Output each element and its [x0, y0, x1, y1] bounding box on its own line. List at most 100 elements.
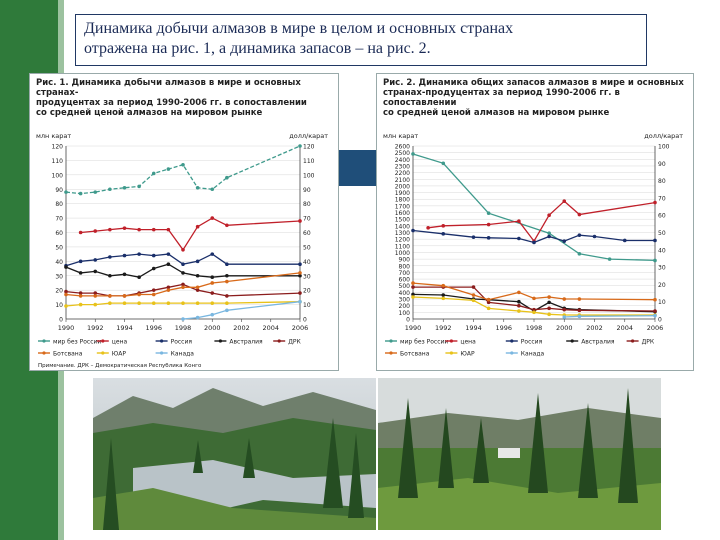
legend-label: Ботсвана	[400, 351, 430, 358]
x-tick-label: 1998	[175, 324, 192, 332]
y-left-tick-label: 2200	[395, 170, 410, 177]
series-line-5	[412, 282, 656, 301]
x-tick-label: 1996	[495, 324, 512, 332]
data-point	[122, 253, 127, 258]
data-point	[64, 292, 68, 297]
y-left-tick-label: 2300	[395, 163, 410, 170]
legend-marker	[101, 339, 105, 343]
data-point	[181, 162, 185, 167]
y-left-tick-label: 1400	[395, 223, 410, 230]
data-point	[210, 216, 215, 220]
legend-marker	[389, 339, 393, 343]
data-point	[298, 291, 302, 295]
y-left-tick-label: 40	[55, 259, 63, 266]
data-point	[195, 288, 200, 292]
y-right-tick-label: 50	[658, 230, 666, 237]
data-point	[653, 200, 657, 205]
data-point	[93, 258, 98, 262]
data-point	[122, 186, 127, 190]
data-point	[547, 231, 551, 235]
y-right-tick-label: 70	[658, 195, 666, 202]
data-point	[195, 186, 200, 190]
data-point	[151, 266, 156, 271]
legend-marker	[570, 339, 574, 343]
legend-label: ЮАР	[112, 351, 127, 358]
legend-marker	[510, 339, 514, 343]
y-right-tick-label: 10	[303, 302, 311, 309]
data-point	[166, 262, 171, 267]
data-point	[137, 252, 141, 256]
y-left-tick-label: 80	[55, 201, 63, 208]
data-point	[471, 285, 476, 289]
data-point	[78, 302, 83, 307]
x-tick-label: 2000	[204, 324, 221, 332]
data-point	[577, 297, 582, 301]
legend-marker	[389, 351, 393, 355]
data-point	[137, 184, 141, 189]
y-axis-right-label: долл/карат	[644, 132, 683, 140]
data-point	[653, 238, 657, 243]
data-point	[441, 232, 446, 236]
data-point	[486, 300, 491, 305]
data-point	[137, 227, 141, 232]
data-point	[122, 272, 127, 277]
data-point	[517, 290, 521, 295]
data-point	[562, 307, 567, 312]
x-tick-label: 2006	[292, 324, 309, 332]
data-point	[93, 302, 98, 307]
y-left-tick-label: 200	[399, 303, 411, 310]
data-point	[64, 265, 68, 269]
y-left-tick-label: 50	[55, 244, 63, 251]
data-point	[181, 301, 185, 305]
y-right-tick-label: 30	[303, 273, 311, 280]
data-point	[78, 259, 83, 264]
data-point	[210, 252, 215, 256]
y-left-tick-label: 300	[399, 297, 411, 304]
data-point	[298, 144, 302, 148]
figure-1-svg: млн карат долл/карат 0 10 20 30 40 50 60 70 80 90 10…	[36, 132, 328, 369]
x-tick-label: 1998	[526, 324, 543, 332]
data-point	[517, 236, 521, 241]
data-point	[225, 279, 229, 284]
y-left-tick-label: 110	[52, 158, 64, 165]
data-point	[298, 271, 302, 275]
data-point	[122, 226, 127, 230]
series-line-7	[182, 301, 301, 320]
y-axis-left-label: млн карат	[383, 132, 418, 140]
x-tick-label: 2004	[262, 324, 279, 332]
y-left-tick-label: 1000	[395, 250, 410, 257]
data-point	[93, 294, 98, 298]
legend-marker	[160, 339, 164, 343]
y-right-tick-label: 70	[303, 216, 311, 223]
legend-label: ЮАР	[460, 351, 475, 358]
y-left-tick-label: 20	[55, 288, 63, 295]
legend-label: Ботсвана	[53, 351, 83, 358]
data-point	[653, 309, 657, 313]
data-point	[411, 285, 415, 289]
y-left-tick-label: 1200	[395, 237, 410, 244]
data-point	[122, 294, 127, 298]
legend-marker	[218, 339, 222, 343]
data-point	[93, 291, 98, 295]
data-point	[517, 309, 521, 313]
y-left-tick-label: 2500	[395, 150, 410, 157]
y-left-tick-label: 500	[399, 283, 411, 290]
y-left-tick-label: 120	[52, 144, 64, 151]
data-point	[411, 152, 415, 156]
y-axis-right-label: долл/карат	[289, 132, 328, 140]
data-point	[195, 273, 200, 278]
y-right-tick-label: 40	[658, 247, 666, 254]
legend-label: ДРК	[288, 339, 301, 346]
data-point	[64, 289, 68, 294]
y-right-tick-label: 90	[303, 187, 311, 194]
y-right-tick-label: 80	[303, 201, 311, 208]
legend-label: цена	[460, 339, 476, 346]
data-point	[441, 296, 446, 301]
y-left-tick-label: 60	[55, 230, 63, 237]
legend-marker	[42, 351, 46, 355]
y-left-tick-label: 2100	[395, 177, 410, 184]
data-point	[298, 219, 302, 223]
data-point	[181, 271, 185, 275]
data-point	[225, 301, 229, 305]
y-left-tick-label: 900	[399, 257, 411, 264]
